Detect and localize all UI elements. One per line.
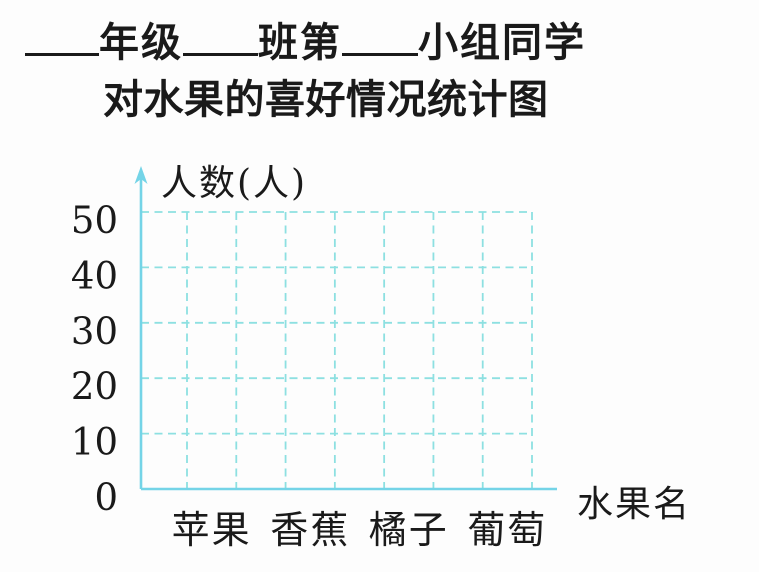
category-label-2: 香蕉: [270, 508, 350, 552]
category-label-1: 苹果: [172, 508, 252, 552]
x-axis-title: 水果名: [577, 484, 691, 525]
y-axis-title: 人数(人): [161, 163, 307, 204]
grade-label: 年级: [99, 20, 183, 65]
y-tick-label-10: 10: [71, 421, 118, 464]
y-tick-label-20: 20: [71, 365, 118, 408]
chart-title-line-2: 对水果的喜好情况统计图: [103, 78, 549, 122]
class-blank-line: [183, 20, 258, 56]
y-axis-arrow-icon: [134, 166, 148, 184]
chart-title-line-1: 年级 班第 小组同学: [25, 20, 586, 64]
y-tick-label-40: 40: [71, 254, 118, 297]
category-label-4: 葡萄: [467, 508, 547, 552]
grade-blank-line: [25, 20, 99, 56]
group-label: 小组同学: [418, 20, 586, 65]
category-label-3: 橘子: [369, 508, 449, 552]
class-label: 班第: [258, 20, 342, 65]
y-tick-label-30: 30: [71, 310, 118, 353]
group-blank-line: [342, 20, 418, 56]
y-tick-label-50: 50: [71, 199, 118, 242]
y-tick-label-0: 0: [94, 476, 118, 519]
